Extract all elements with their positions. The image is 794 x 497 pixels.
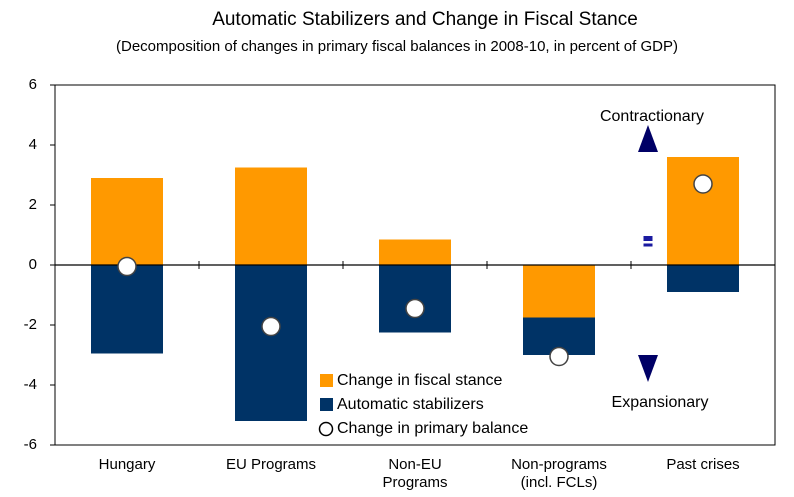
bar [523, 265, 595, 318]
y-tick-label: 0 [29, 256, 37, 273]
chart-subtitle: (Decomposition of changes in primary fis… [116, 38, 678, 55]
bar [379, 239, 451, 265]
bar [667, 157, 739, 265]
legend-label: Automatic stabilizers [337, 396, 484, 413]
bar [235, 167, 307, 265]
bar [91, 265, 163, 354]
y-tick-label: 6 [29, 76, 37, 93]
y-tick-label: -6 [24, 436, 37, 453]
x-tick-label: Non-programs (incl. FCLs) [511, 456, 607, 491]
y-tick-label: -4 [24, 376, 37, 393]
bar [91, 178, 163, 265]
bar [235, 265, 307, 421]
legend-swatch [320, 374, 333, 387]
y-tick-label: -2 [24, 316, 37, 333]
direction-arrow [638, 125, 658, 382]
legend-swatch [320, 398, 333, 411]
point [693, 174, 713, 194]
legend-label: Change in fiscal stance [337, 372, 503, 389]
x-tick-label: EU Programs [225, 456, 317, 473]
x-tick-label: Non-EU Programs [382, 456, 448, 491]
x-tick-label: Past crises [666, 456, 740, 473]
x-tick-label: Hungary [98, 456, 156, 473]
y-tick-label: 4 [29, 136, 37, 153]
annotation: Contractionary [600, 108, 704, 125]
y-tick-label: 2 [29, 196, 37, 213]
point [117, 256, 137, 277]
point [261, 316, 281, 337]
legend-label: Change in primary balance [337, 420, 528, 437]
annotation: Expansionary [612, 394, 709, 411]
bar [667, 265, 739, 292]
chart-title: Automatic Stabilizers and Change in Fisc… [212, 9, 638, 30]
legend-marker [318, 421, 334, 437]
point [405, 298, 425, 319]
point [549, 346, 569, 367]
